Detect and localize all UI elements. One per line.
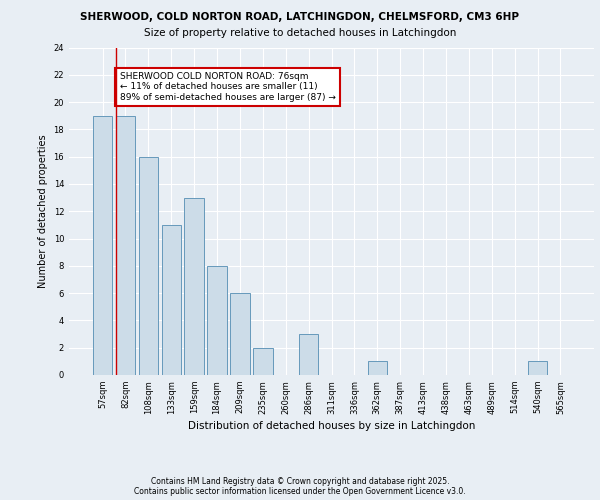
Text: Contains HM Land Registry data © Crown copyright and database right 2025.
Contai: Contains HM Land Registry data © Crown c…: [134, 476, 466, 496]
Bar: [139, 156, 158, 375]
Bar: [116, 116, 135, 375]
Bar: [528, 362, 547, 375]
Text: SHERWOOD COLD NORTON ROAD: 76sqm
← 11% of detached houses are smaller (11)
89% o: SHERWOOD COLD NORTON ROAD: 76sqm ← 11% o…: [120, 72, 335, 102]
Bar: [161, 225, 181, 375]
X-axis label: Distribution of detached houses by size in Latchingdon: Distribution of detached houses by size …: [188, 421, 475, 431]
Bar: [368, 362, 387, 375]
Bar: [93, 116, 112, 375]
Bar: [208, 266, 227, 375]
Bar: [253, 348, 272, 375]
Bar: [299, 334, 319, 375]
Bar: [184, 198, 204, 375]
Bar: [230, 293, 250, 375]
Y-axis label: Number of detached properties: Number of detached properties: [38, 134, 48, 288]
Text: Size of property relative to detached houses in Latchingdon: Size of property relative to detached ho…: [144, 28, 456, 38]
Text: SHERWOOD, COLD NORTON ROAD, LATCHINGDON, CHELMSFORD, CM3 6HP: SHERWOOD, COLD NORTON ROAD, LATCHINGDON,…: [80, 12, 520, 22]
